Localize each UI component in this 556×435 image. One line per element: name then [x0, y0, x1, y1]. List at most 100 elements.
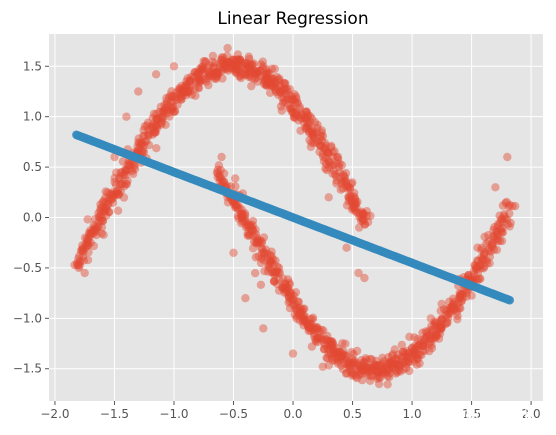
data-point: [167, 93, 177, 102]
data-point: [303, 321, 313, 330]
data-point: [262, 80, 272, 90]
data-point: [401, 358, 410, 367]
data-point: [218, 63, 228, 72]
data-point: [162, 97, 172, 106]
data-point: [231, 182, 240, 191]
data-point: [333, 348, 342, 357]
data-point: [108, 198, 118, 207]
data-point: [362, 369, 371, 378]
data-point: [219, 178, 229, 187]
data-point: [285, 104, 294, 113]
data-point: [301, 107, 311, 117]
data-point: [240, 209, 250, 218]
x-tick-label: 1.5: [462, 407, 481, 421]
data-point: [266, 257, 275, 266]
data-point: [278, 93, 287, 102]
data-point: [285, 280, 294, 289]
data-point: [205, 61, 214, 70]
data-point: [495, 236, 505, 246]
data-point: [323, 337, 333, 346]
data-point: [355, 370, 364, 379]
data-point: [152, 122, 161, 131]
data-point: [455, 303, 464, 313]
data-point: [477, 253, 486, 263]
data-point: [428, 334, 438, 343]
data-point: [319, 326, 328, 335]
data-point: [148, 120, 158, 129]
data-point: [364, 371, 373, 380]
data-point: [306, 112, 315, 121]
data-point: [330, 147, 339, 156]
data-point: [231, 66, 241, 76]
data-point: [151, 120, 161, 129]
data-point: [316, 333, 325, 342]
data-point: [307, 138, 316, 147]
data-point: [167, 105, 176, 114]
data-point: [193, 68, 202, 77]
data-point: [155, 113, 164, 123]
data-point: [234, 55, 243, 64]
data-point: [252, 233, 261, 242]
data-point: [473, 268, 483, 278]
data-point: [98, 216, 108, 225]
data-point: [389, 360, 399, 369]
x-tick-label: 0.0: [283, 407, 302, 421]
data-point: [462, 288, 471, 297]
data-point: [313, 332, 322, 341]
data-point: [111, 180, 121, 189]
data-point: [76, 256, 85, 265]
data-point: [231, 60, 241, 69]
data-point: [425, 334, 435, 343]
data-point: [284, 291, 293, 301]
data-point: [241, 59, 251, 69]
data-point: [342, 359, 352, 368]
data-point: [233, 200, 242, 210]
data-point: [497, 226, 506, 236]
data-point: [479, 249, 489, 258]
data-point: [387, 362, 397, 371]
data-point: [437, 314, 446, 324]
y-tick-label: −1.5: [13, 362, 42, 376]
data-point: [213, 165, 222, 174]
data-point: [446, 305, 455, 314]
data-point: [265, 259, 274, 269]
data-point: [337, 352, 346, 361]
data-point: [142, 137, 151, 146]
data-point: [297, 110, 306, 119]
data-point: [431, 318, 440, 328]
data-point: [117, 168, 127, 177]
data-point: [330, 348, 339, 357]
data-point: [377, 361, 386, 370]
data-point: [484, 231, 493, 240]
data-point: [452, 304, 461, 313]
data-point: [327, 342, 337, 351]
data-point: [305, 135, 314, 145]
data-point: [233, 65, 242, 74]
data-point: [472, 263, 482, 272]
data-point: [267, 64, 277, 74]
data-point: [259, 79, 269, 89]
data-point: [125, 161, 134, 170]
data-point: [158, 116, 167, 125]
data-point: [388, 350, 397, 359]
data-point: [242, 68, 251, 78]
data-point: [234, 214, 243, 223]
data-point: [389, 359, 398, 368]
data-point: [299, 305, 308, 314]
data-point: [246, 226, 256, 236]
data-point: [404, 349, 414, 358]
data-point: [437, 320, 446, 329]
data-point: [177, 86, 186, 96]
data-point: [435, 329, 445, 338]
data-point: [464, 271, 473, 280]
data-point: [142, 121, 152, 130]
data-point: [469, 266, 479, 276]
data-point: [231, 174, 240, 183]
data-point: [235, 55, 245, 64]
data-point: [276, 81, 285, 90]
data-point: [114, 190, 124, 199]
data-point: [311, 337, 321, 346]
data-point: [219, 177, 229, 186]
data-point: [316, 334, 325, 343]
data-point: [107, 194, 117, 203]
